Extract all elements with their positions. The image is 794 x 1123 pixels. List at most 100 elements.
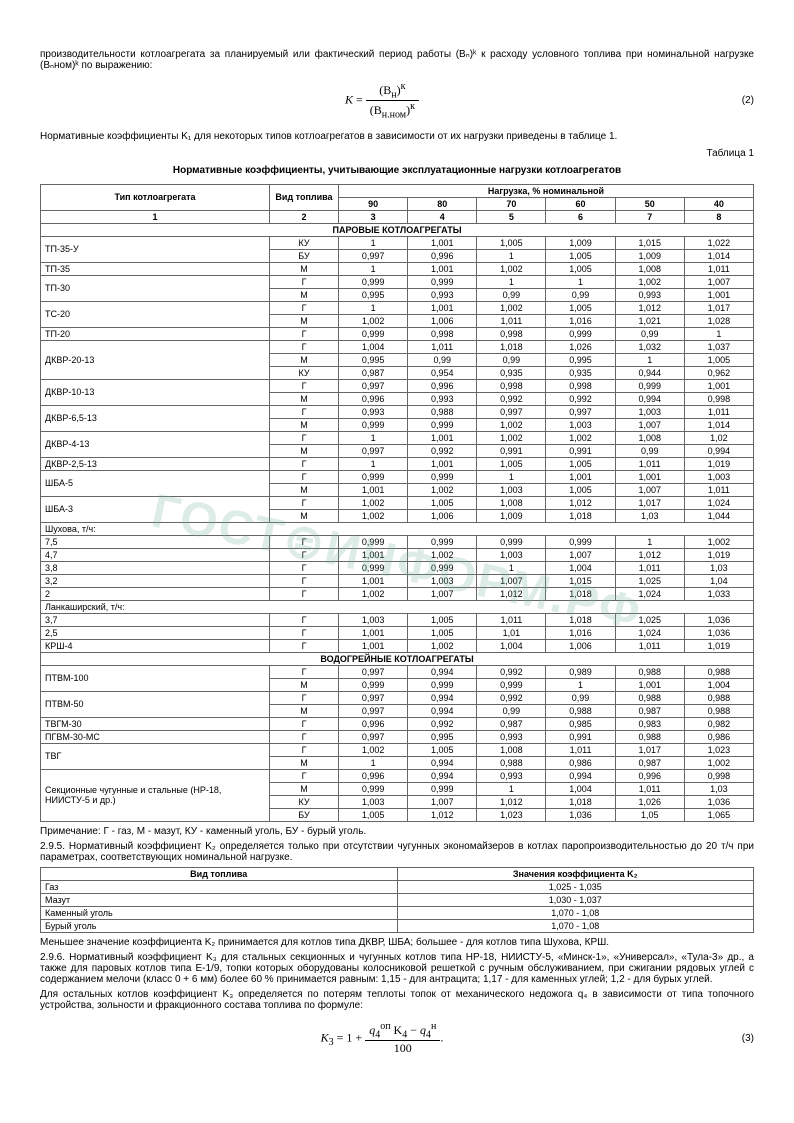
cell-val: 0,999 [477,678,546,691]
cell-val: 1,001 [408,236,477,249]
cell-fuel: Г [270,301,339,314]
table-row: ШБА-3Г1,0021,0051,0081,0121,0171,024 [41,496,754,509]
cell-val: 1,018 [477,340,546,353]
cell-fuel: Г [270,405,339,418]
th-type: Тип котлоагрегата [41,184,270,210]
cell-val: 1,008 [615,431,684,444]
cell: Газ [41,880,398,893]
cell-name: ТВГ [41,743,270,769]
cell-val: 1,014 [684,249,753,262]
cell-name: ДКВР-4-13 [41,431,270,457]
cell-val: 1 [339,756,408,769]
cell-val: 1,016 [546,314,615,327]
cell-fuel: БУ [270,808,339,821]
cell-val: 0,996 [408,379,477,392]
cell-val: 1,026 [615,795,684,808]
cell-fuel: Г [270,665,339,678]
cell-val: 0,985 [546,717,615,730]
cell-fuel: Г [270,574,339,587]
table-row: 2,5Г1,0011,0051,011,0161,0241,036 [41,626,754,639]
cell-name: ПГВМ-30-МС [41,730,270,743]
table1-title: Нормативные коэффициенты, учитывающие эк… [40,165,754,176]
cell-val: 0,992 [408,444,477,457]
cell-val: 0,989 [546,665,615,678]
cell-val: 1,012 [408,808,477,821]
cell-val: 1 [546,678,615,691]
cell-val: 0,998 [546,379,615,392]
cell-val: 0,994 [684,444,753,457]
cell-val: 1,001 [339,548,408,561]
cell-val: 0,994 [408,691,477,704]
cell-val: 1,009 [615,249,684,262]
cell-val: 1,011 [615,561,684,574]
cell-val: 1,03 [684,561,753,574]
cell-val: 0,986 [684,730,753,743]
cell-val: 1,011 [684,405,753,418]
cell-val: 0,954 [408,366,477,379]
cell-val: 1 [615,535,684,548]
cell-val: 0,99 [408,353,477,366]
cell-val: 0,991 [546,730,615,743]
cell-fuel: М [270,704,339,717]
cell-val: 0,987 [615,756,684,769]
cell-val: 1,012 [477,587,546,600]
cell-val: 0,999 [408,678,477,691]
cell-val: 1,005 [477,236,546,249]
table-row: ДКВР-2,5-13Г11,0011,0051,0051,0111,019 [41,457,754,470]
cell-val: 0,994 [615,392,684,405]
cell-val: 1,005 [408,496,477,509]
cell-val: 0,987 [615,704,684,717]
cell-val: 1,012 [477,795,546,808]
cell: 1,025 - 1,035 [397,880,754,893]
th-load-col: 90 [339,197,408,210]
cell-val: 0,99 [477,704,546,717]
cell-val: 1,005 [546,457,615,470]
cell-fuel: Г [270,340,339,353]
cell-val: 0,962 [684,366,753,379]
cell-name: КРШ-4 [41,639,270,652]
cell-val: 0,998 [408,327,477,340]
cell-val: 0,996 [408,249,477,262]
cell-val: 0,988 [615,665,684,678]
cell-val: 1,002 [339,743,408,756]
cell-val: 1,018 [546,587,615,600]
cell-val: 0,988 [408,405,477,418]
table-row: ТВГМ-30Г0,9960,9920,9870,9850,9830,982 [41,717,754,730]
cell-val: 0,999 [339,782,408,795]
cell-fuel: Г [270,691,339,704]
cell-fuel: КУ [270,236,339,249]
cell-val: 1,002 [339,587,408,600]
formula-2-row: K = (Bн)к(Bн.ном)к (2) [40,81,754,121]
t2-h2: Значения коэффициента K₂ [397,867,754,880]
cell-val: 1,004 [546,782,615,795]
cell-name: ДКВР-6,5-13 [41,405,270,431]
cell-val: 0,997 [339,665,408,678]
cell-fuel: М [270,509,339,522]
cell-val: 1,002 [684,535,753,548]
cell-val: 1,04 [684,574,753,587]
cell-val: 1,016 [546,626,615,639]
cell-val: 0,986 [546,756,615,769]
cell-name: ШБА-3 [41,496,270,522]
cell-val: 0,994 [408,665,477,678]
cell-val: 1 [546,275,615,288]
cell-val: 1,044 [684,509,753,522]
cell-fuel: Г [270,769,339,782]
cell-val: 1,001 [615,470,684,483]
cell-val: 1,001 [339,626,408,639]
cell-fuel: Г [270,535,339,548]
table-row: ТВГГ1,0021,0051,0081,0111,0171,023 [41,743,754,756]
cell-fuel: Г [270,379,339,392]
th-load-col: 80 [408,197,477,210]
cell-name: ПТВМ-50 [41,691,270,717]
cell-val: 1,005 [684,353,753,366]
th-idx: 2 [270,210,339,223]
cell-val: 1,004 [477,639,546,652]
cell-val: 0,995 [408,730,477,743]
cell-val: 1,018 [546,509,615,522]
cell-val: 0,999 [408,275,477,288]
cell: 1,030 - 1,037 [397,893,754,906]
t2-h1: Вид топлива [41,867,398,880]
th-load-col: 70 [477,197,546,210]
cell-val: 1,002 [477,301,546,314]
